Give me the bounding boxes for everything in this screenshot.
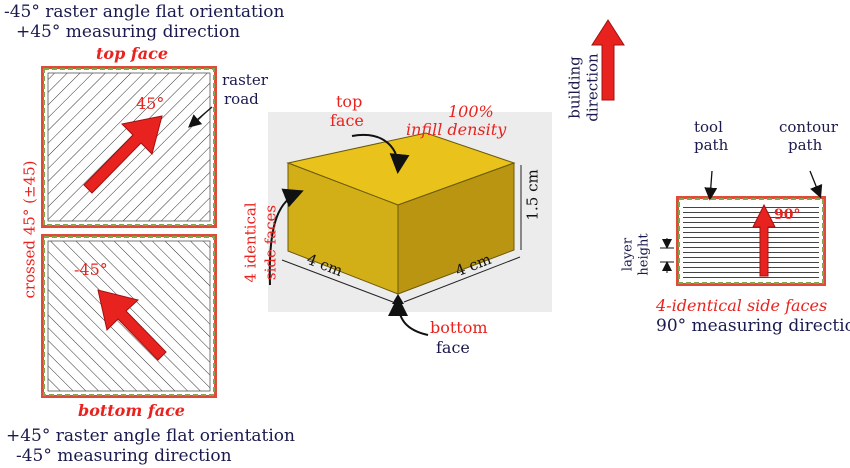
- bottom-caption-line1: +45° raster angle flat orientation: [6, 426, 295, 446]
- infill-label-line2: infill density: [406, 120, 507, 139]
- top-caption-line2: +45° measuring direction: [16, 22, 241, 42]
- crossed-label: crossed 45° (±45): [20, 160, 39, 299]
- infill-label-line1: 100%: [448, 102, 494, 121]
- top-face-label: top face: [96, 44, 168, 63]
- layer-height-marker: [660, 238, 674, 273]
- side-face-arrow-90-icon: [752, 203, 776, 277]
- side-faces-caption: 4-identical side faces: [656, 296, 828, 315]
- top-face-arrow-45-icon: [83, 115, 163, 194]
- angle-90-label: 90°: [774, 207, 801, 223]
- building-direction-arrow-icon: [591, 19, 625, 101]
- cube-bottom-label-line2: face: [436, 338, 470, 357]
- side-faces-pointer: [268, 188, 304, 286]
- side-face-rectangle: [676, 196, 826, 286]
- dimension-height-label: 1.5 cm: [523, 169, 542, 221]
- raster-label: raster: [222, 71, 268, 89]
- bottom-face-arrow-neg45-icon: [97, 289, 167, 361]
- bottom-face-pointer: [388, 296, 429, 336]
- angle-neg45-label: -45°: [74, 260, 108, 279]
- side-faces-label-line1: 4 identical: [241, 202, 260, 283]
- top-caption-line1: -45° raster angle flat orientation: [4, 2, 285, 22]
- bottom-face-label: bottom face: [78, 401, 185, 420]
- raster-road-pointer: [188, 106, 213, 128]
- layer-height-label-line2: height: [636, 233, 652, 276]
- top-face-pointer: [351, 133, 410, 174]
- tool-path-label-line1: tool: [694, 118, 723, 136]
- building-label-line2: direction: [583, 53, 602, 122]
- cube-bottom-label-line1: bottom: [430, 318, 488, 337]
- cube-top-label-line2: face: [330, 111, 364, 130]
- cube-image: [268, 112, 552, 312]
- measuring-direction-caption: 90° measuring direction: [656, 316, 850, 336]
- tool-path-pointer: [704, 170, 718, 201]
- tool-path-label-line2: path: [694, 136, 729, 154]
- road-label: road: [224, 90, 259, 108]
- side-faces-label-line2: side faces: [261, 204, 280, 281]
- contour-path-pointer: [809, 170, 823, 199]
- contour-path-label-line2: path: [788, 136, 823, 154]
- cube-top-label-line1: top: [336, 92, 363, 111]
- layer-height-label-line1: layer: [620, 237, 636, 272]
- angle-45-label: 45°: [136, 94, 165, 113]
- building-label-line1: building: [565, 56, 584, 119]
- contour-path-label-line1: contour: [779, 118, 838, 136]
- bottom-caption-line2: -45° measuring direction: [16, 446, 232, 466]
